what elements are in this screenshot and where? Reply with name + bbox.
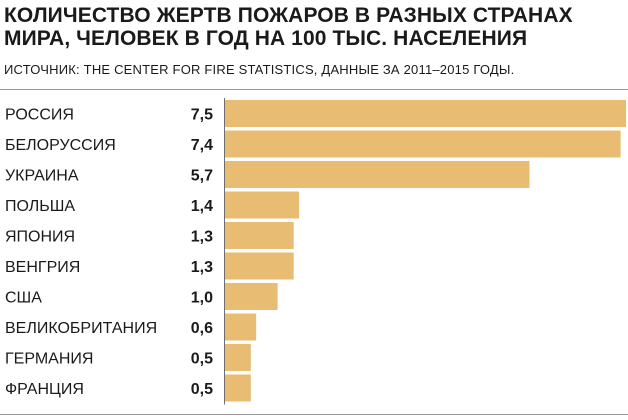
bar-9 bbox=[225, 344, 251, 371]
value-label: 7,5 bbox=[191, 107, 213, 124]
bar-7 bbox=[225, 283, 278, 310]
bars-group bbox=[225, 100, 626, 402]
value-label: 0,5 bbox=[191, 381, 213, 398]
category-label: США bbox=[5, 290, 42, 307]
bar-5 bbox=[225, 222, 294, 249]
category-label: ГЕРМАНИЯ bbox=[5, 351, 93, 368]
value-label: 1,4 bbox=[191, 198, 213, 215]
value-label: 7,4 bbox=[191, 137, 213, 154]
chart-title: КОЛИЧЕСТВО ЖЕРТВ ПОЖАРОВ В РАЗНЫХ СТРАНА… bbox=[4, 4, 573, 50]
category-label: ЯПОНИЯ bbox=[5, 229, 75, 246]
value-labels: 7,5 7,4 5,7 1,4 1,3 1,3 1,0 0,6 0,5 0,5 bbox=[191, 107, 213, 399]
value-label: 0,5 bbox=[191, 351, 213, 368]
value-label: 0,6 bbox=[191, 320, 213, 337]
category-labels: РОССИЯ БЕЛОРУССИЯ УКРАИНА ПОЛЬША ЯПОНИЯ ВЕНГР… bbox=[5, 107, 157, 399]
header-divider bbox=[0, 89, 628, 90]
bar-10 bbox=[225, 374, 251, 402]
bar-1 bbox=[225, 100, 626, 127]
value-label: 1,3 bbox=[191, 259, 213, 276]
category-label: ВЕНГРИЯ bbox=[5, 259, 80, 276]
bar-2 bbox=[225, 130, 621, 158]
value-label: 1,3 bbox=[191, 229, 213, 246]
category-label: УКРАИНА bbox=[5, 168, 79, 185]
category-label: РОССИЯ bbox=[5, 107, 74, 124]
bar-6 bbox=[225, 252, 294, 280]
category-label: ПОЛЬША bbox=[5, 198, 75, 215]
value-label: 5,7 bbox=[191, 168, 213, 185]
value-label: 1,0 bbox=[191, 290, 213, 307]
category-label: ВЕЛИКОБРИТАНИЯ bbox=[5, 320, 157, 337]
chart-subtitle: ИСТОЧНИК: THE CENTER FOR FIRE STATISTICS… bbox=[4, 62, 515, 77]
category-label: БЕЛОРУССИЯ bbox=[5, 137, 116, 154]
bar-8 bbox=[225, 313, 257, 341]
footer-divider bbox=[0, 414, 628, 415]
category-label: ФРАНЦИЯ bbox=[5, 381, 84, 398]
bar-3 bbox=[225, 161, 530, 188]
bar-4 bbox=[225, 191, 300, 219]
